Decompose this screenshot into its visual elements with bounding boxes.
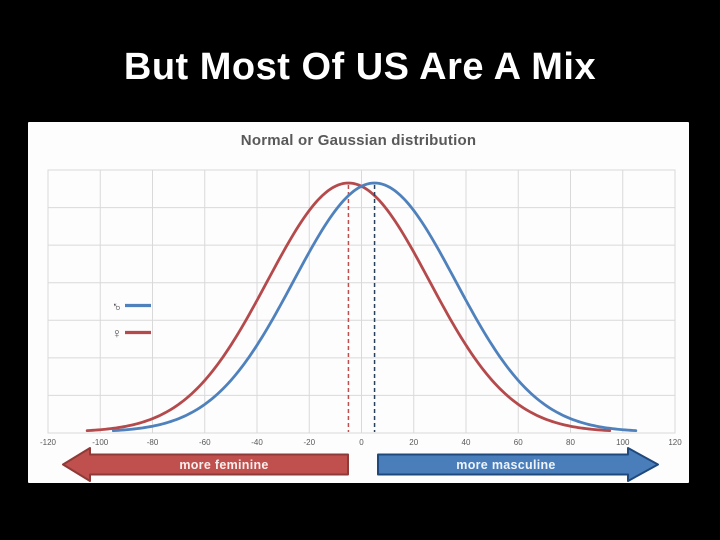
svg-text:-40: -40 (251, 438, 263, 447)
legend: ♂ ♀ (112, 298, 151, 341)
right-arrow-icon (377, 447, 659, 482)
svg-text:-120: -120 (40, 438, 57, 447)
x-axis-tick-labels: -120 -100 -80 -60 -40 -20 0 20 40 60 80 100 120 (40, 438, 682, 447)
svg-text:0: 0 (359, 438, 364, 447)
masculine-arrow: more masculine (377, 447, 659, 482)
masculine-arrow-label: more masculine (456, 458, 555, 472)
svg-text:60: 60 (514, 438, 523, 447)
svg-text:20: 20 (409, 438, 418, 447)
svg-text:-80: -80 (147, 438, 159, 447)
female-symbol-icon: ♀ (112, 325, 123, 341)
gaussian-distribution-chart: -120 -100 -80 -60 -40 -20 0 20 40 60 80 100 120 ♂ ♀ … (40, 169, 682, 482)
left-arrow-icon (62, 447, 349, 482)
svg-text:-60: -60 (199, 438, 211, 447)
svg-text:80: 80 (566, 438, 575, 447)
svg-text:-100: -100 (92, 438, 109, 447)
svg-text:40: 40 (462, 438, 471, 447)
curve-layer (85, 181, 638, 433)
svg-text:120: 120 (668, 438, 682, 447)
feminine-arrow-label: more feminine (179, 458, 268, 472)
chart-title: Normal or Gaussian distribution (240, 132, 477, 149)
slide-title: But Most Of US Are A Mix (123, 46, 597, 88)
male-symbol-icon: ♂ (112, 298, 123, 314)
grid-layer (47, 169, 676, 434)
svg-text:-20: -20 (303, 438, 315, 447)
svg-text:100: 100 (616, 438, 630, 447)
feminine-arrow: more feminine (62, 447, 349, 482)
chart-panel: Normal or Gaussian distribution -120 -100… (28, 122, 689, 483)
